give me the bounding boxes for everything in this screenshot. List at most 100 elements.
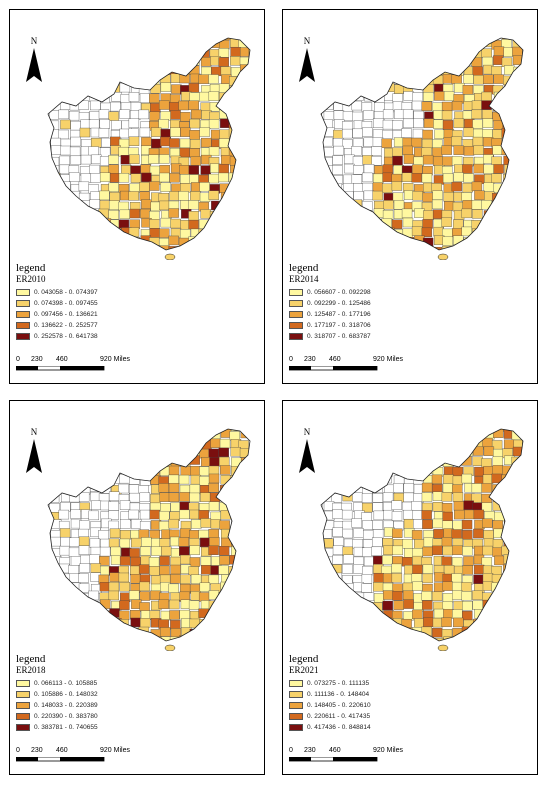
- region: [48, 582, 60, 593]
- region: [333, 537, 344, 547]
- region: [351, 84, 362, 95]
- region: [89, 429, 100, 438]
- region: [321, 92, 325, 102]
- region: [240, 64, 250, 74]
- region: [79, 76, 91, 86]
- region: [59, 467, 71, 477]
- region: [211, 246, 222, 250]
- region: [81, 437, 92, 448]
- region: [188, 100, 199, 110]
- region: [493, 74, 504, 84]
- region: [361, 55, 373, 65]
- region: [239, 608, 250, 619]
- region: [522, 439, 523, 449]
- region: [362, 172, 373, 183]
- region: [513, 620, 523, 630]
- region: [482, 118, 494, 128]
- region: [433, 119, 444, 129]
- region: [109, 637, 121, 641]
- region: [411, 637, 423, 641]
- region: [211, 200, 222, 211]
- region: [70, 65, 82, 75]
- region: [482, 56, 493, 67]
- region: [521, 458, 523, 468]
- region: [70, 237, 81, 247]
- region: [324, 617, 335, 627]
- region: [118, 430, 130, 441]
- legend-class-1: 0. 073275 - 0. 111135: [307, 680, 370, 687]
- region: [228, 591, 240, 601]
- legend-swatch: [16, 680, 30, 687]
- legend-class-5: 0. 252578 - 0. 641738: [34, 333, 98, 340]
- region: [362, 457, 373, 467]
- region: [422, 573, 433, 584]
- region: [491, 484, 503, 494]
- region: [240, 175, 250, 185]
- region: [219, 129, 230, 139]
- region: [521, 190, 523, 201]
- region: [473, 163, 484, 174]
- region: [48, 618, 50, 628]
- region: [249, 164, 250, 175]
- region: [251, 139, 261, 148]
- region: [351, 146, 362, 156]
- region: [220, 208, 232, 219]
- region: [159, 228, 170, 238]
- region: [472, 429, 484, 440]
- region: [161, 546, 172, 556]
- region: [471, 483, 483, 493]
- region: [511, 191, 522, 201]
- region: [483, 182, 494, 192]
- region: [342, 465, 353, 475]
- region: [151, 56, 162, 66]
- region: [343, 183, 354, 193]
- legend-title: legend: [16, 653, 46, 665]
- region: [200, 209, 211, 219]
- region: [403, 599, 414, 609]
- region: [170, 429, 181, 432]
- region: [431, 591, 443, 602]
- region: [100, 447, 111, 457]
- region: [403, 509, 414, 520]
- region: [120, 592, 131, 603]
- region: [59, 228, 70, 238]
- region: [228, 193, 240, 203]
- region: [200, 646, 210, 651]
- region: [364, 600, 375, 610]
- region: [373, 456, 384, 466]
- region: [344, 636, 355, 641]
- region: [58, 429, 70, 432]
- region: [139, 591, 150, 601]
- region: [321, 628, 323, 638]
- region: [453, 47, 465, 58]
- region: [231, 136, 242, 147]
- region: [483, 446, 495, 456]
- region: [511, 38, 523, 39]
- region: [139, 244, 151, 250]
- region: [514, 465, 523, 476]
- region: [99, 119, 110, 129]
- region: [373, 173, 384, 184]
- region: [483, 619, 495, 629]
- region: [321, 246, 332, 250]
- region: [78, 492, 90, 502]
- region: [189, 65, 200, 75]
- region: [218, 546, 230, 556]
- region: [432, 545, 443, 556]
- region: [342, 564, 353, 574]
- region: [442, 593, 454, 603]
- region: [128, 627, 140, 638]
- region: [412, 646, 422, 651]
- region: [472, 236, 483, 246]
- region: [240, 617, 250, 627]
- region: [59, 83, 70, 93]
- region: [179, 429, 191, 438]
- region: [89, 465, 101, 475]
- region: [48, 163, 52, 173]
- region: [443, 91, 455, 101]
- region: [81, 420, 91, 429]
- region: [99, 227, 110, 238]
- region: [354, 592, 365, 603]
- region: [141, 199, 152, 209]
- region: [511, 592, 523, 602]
